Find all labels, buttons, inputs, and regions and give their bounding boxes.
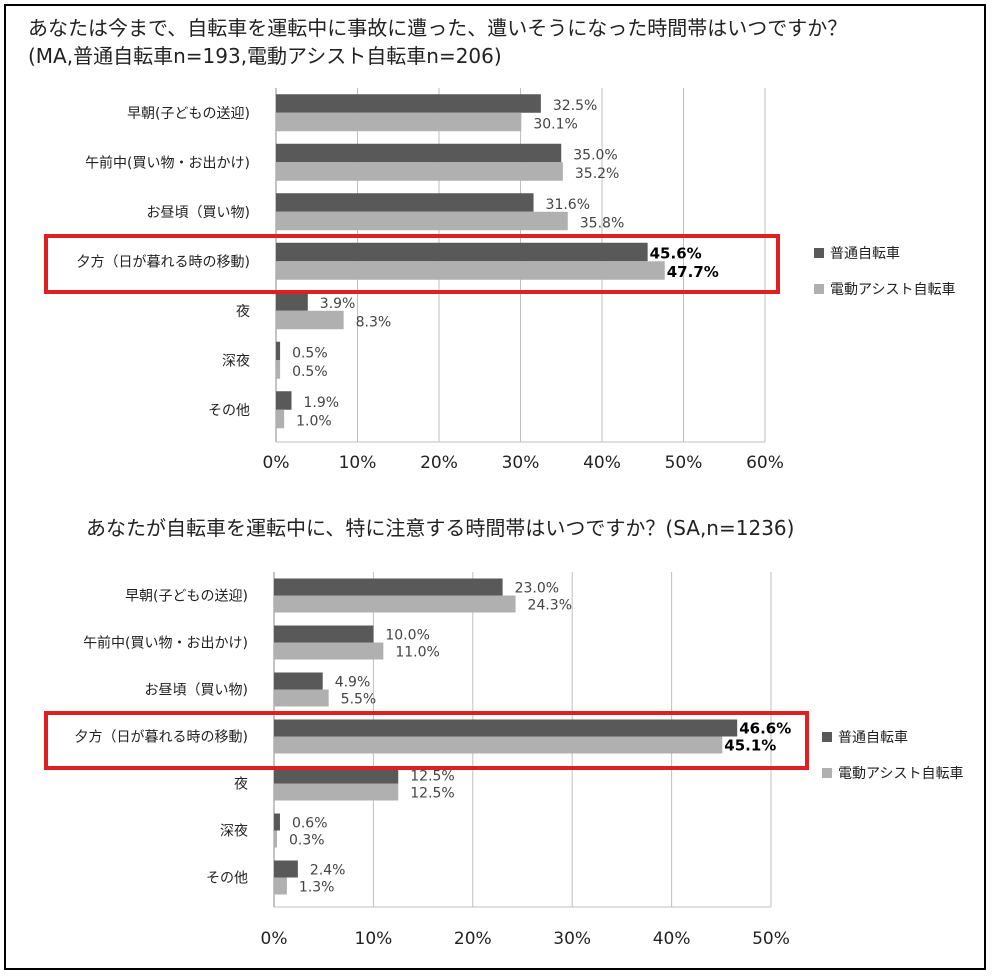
chart2-bar-series1 bbox=[274, 860, 298, 878]
chart1-bar-series2 bbox=[276, 162, 563, 181]
chart1-bar-series2 bbox=[276, 409, 285, 429]
chart2-legend-label: 電動アシスト自転車 bbox=[838, 765, 963, 782]
chart1-bar-series1 bbox=[276, 391, 292, 410]
chart2-category-label: 早朝(子どもの送迎) bbox=[125, 589, 248, 605]
chart1-title-block: あなたは今まで、自転車を運転中に事故に遭った、遭いそうになった時間帯はいつですか… bbox=[28, 14, 847, 70]
chart2-data-label: 2.4% bbox=[310, 863, 346, 879]
chart1-data-label: 8.3% bbox=[356, 314, 392, 330]
chart1-data-label: 35.0% bbox=[573, 147, 617, 163]
chart1-legend-label: 電動アシスト自転車 bbox=[830, 281, 955, 298]
chart1-bar-series1 bbox=[276, 193, 534, 212]
chart1-data-label: 47.7% bbox=[667, 263, 719, 281]
chart2-bar-series2 bbox=[274, 783, 399, 801]
chart1-data-label: 0.5% bbox=[292, 364, 328, 380]
chart2-legend-swatch bbox=[822, 732, 832, 742]
chart2-category-label: その他 bbox=[206, 871, 248, 887]
chart2-bar-series1 bbox=[274, 813, 280, 831]
chart1-bar-series2 bbox=[276, 261, 665, 280]
chart2-category-label: 深夜 bbox=[220, 824, 248, 840]
chart2-bar-series2 bbox=[274, 877, 287, 895]
chart2-data-label: 45.1% bbox=[724, 737, 776, 755]
chart1-data-label: 35.2% bbox=[575, 166, 619, 182]
chart2-tick-label: 10% bbox=[355, 929, 393, 949]
chart2-category-label: 夜 bbox=[234, 777, 248, 793]
chart1-tick-label: 60% bbox=[746, 453, 784, 473]
chart1-bar-series1 bbox=[276, 341, 281, 361]
chart2-data-label: 4.9% bbox=[335, 675, 371, 691]
chart1-tick-label: 30% bbox=[502, 453, 540, 473]
chart1-legend-swatch bbox=[814, 248, 824, 258]
chart1-data-label: 3.9% bbox=[320, 296, 356, 312]
chart2-data-label: 46.6% bbox=[739, 720, 791, 738]
chart2-bar-series2 bbox=[274, 642, 384, 660]
chart2-data-label: 5.5% bbox=[341, 692, 377, 708]
chart1-bar-series2 bbox=[276, 112, 522, 132]
chart1-data-label: 30.1% bbox=[533, 116, 577, 132]
chart1-data-label: 1.0% bbox=[296, 413, 332, 429]
chart2-title: あなたが自転車を運転中に、特に注意する時間帯はいつですか？(SA,n=1236) bbox=[86, 516, 795, 540]
chart1-bar-series1 bbox=[276, 292, 308, 311]
chart2-data-label: 12.5% bbox=[410, 786, 454, 802]
chart1-tick-label: 40% bbox=[583, 453, 621, 473]
chart2-tick-label: 30% bbox=[553, 929, 591, 949]
chart2-tick-label: 50% bbox=[752, 929, 790, 949]
chart2-data-label: 10.0% bbox=[385, 628, 429, 644]
chart1-tick-label: 50% bbox=[665, 453, 703, 473]
chart2-data-label: 0.3% bbox=[289, 833, 325, 849]
chart1-category-label: 午前中(買い物・お出かけ) bbox=[85, 154, 250, 171]
chart1-bar-series1 bbox=[276, 94, 541, 113]
chart2-category-label: 夕方（日が暮れる時の移動) bbox=[75, 730, 248, 746]
chart2-tick-label: 0% bbox=[261, 929, 288, 949]
chart2-data-label: 24.3% bbox=[528, 598, 572, 614]
chart2-data-label: 0.6% bbox=[292, 816, 328, 832]
chart2-bar-series2 bbox=[274, 736, 723, 754]
chart1-highlight-box bbox=[44, 234, 780, 294]
chart2-bar-series2 bbox=[274, 689, 329, 707]
chart1-subtitle: (MA,普通自転車n=193,電動アシスト自転車n=206) bbox=[28, 44, 502, 68]
chart1-data-label: 31.6% bbox=[546, 197, 590, 213]
chart2-legend-label: 普通自転車 bbox=[838, 729, 908, 746]
chart1-data-label: 0.5% bbox=[292, 345, 328, 361]
chart1-title: あなたは今まで、自転車を運転中に事故に遭った、遭いそうになった時間帯はいつですか… bbox=[28, 16, 848, 40]
chart1-legend-label: 普通自転車 bbox=[830, 245, 900, 262]
chart1-tick-label: 20% bbox=[420, 453, 458, 473]
chart2-category-label: 午前中(買い物・お出かけ) bbox=[83, 635, 248, 652]
chart1-data-label: 32.5% bbox=[553, 98, 597, 114]
chart2-bar-series1 bbox=[274, 766, 399, 784]
chart2-data-label: 23.0% bbox=[515, 581, 559, 597]
chart1-bar-series2 bbox=[276, 360, 281, 379]
chart1-bar-series2 bbox=[276, 310, 344, 330]
chart1-category-label: その他 bbox=[208, 403, 250, 419]
chart2-legend-swatch bbox=[822, 768, 832, 778]
chart1-category-label: 早朝(子どもの送迎) bbox=[127, 106, 250, 122]
chart1-bar-series1 bbox=[276, 242, 648, 262]
chart2-category-label: お昼頃（買い物) bbox=[145, 683, 248, 699]
chart1-category-label: 夕方（日が暮れる時の移動) bbox=[77, 254, 250, 270]
chart1-category-label: 深夜 bbox=[222, 353, 250, 369]
chart2-highlight-box bbox=[44, 711, 809, 770]
chart2-data-label: 11.0% bbox=[395, 645, 439, 661]
chart1-category-label: 夜 bbox=[236, 304, 250, 320]
chart2-bar-series1 bbox=[274, 578, 503, 596]
chart1-tick-label: 0% bbox=[263, 453, 290, 473]
chart2-bar-series2 bbox=[274, 830, 277, 848]
chart1-data-label: 1.9% bbox=[303, 395, 339, 411]
chart2-tick-label: 20% bbox=[454, 929, 492, 949]
chart1-bar-series1 bbox=[276, 143, 562, 163]
chart2-bar-series1 bbox=[274, 625, 374, 643]
chart1-data-label: 45.6% bbox=[650, 244, 702, 262]
chart2-data-label: 1.3% bbox=[299, 880, 335, 896]
chart2-bar-series1 bbox=[274, 672, 323, 690]
chart1-data-label: 35.8% bbox=[580, 215, 624, 231]
chart2-tick-label: 40% bbox=[653, 929, 691, 949]
chart1-tick-label: 10% bbox=[339, 453, 377, 473]
chart2-data-label: 12.5% bbox=[410, 769, 454, 785]
chart2-bar-series1 bbox=[274, 719, 738, 737]
chart2-bar-series2 bbox=[274, 595, 516, 613]
chart1-bar-series2 bbox=[276, 211, 568, 231]
chart1-category-label: お昼頃（買い物) bbox=[147, 205, 250, 221]
chart1-legend-swatch bbox=[814, 284, 824, 294]
